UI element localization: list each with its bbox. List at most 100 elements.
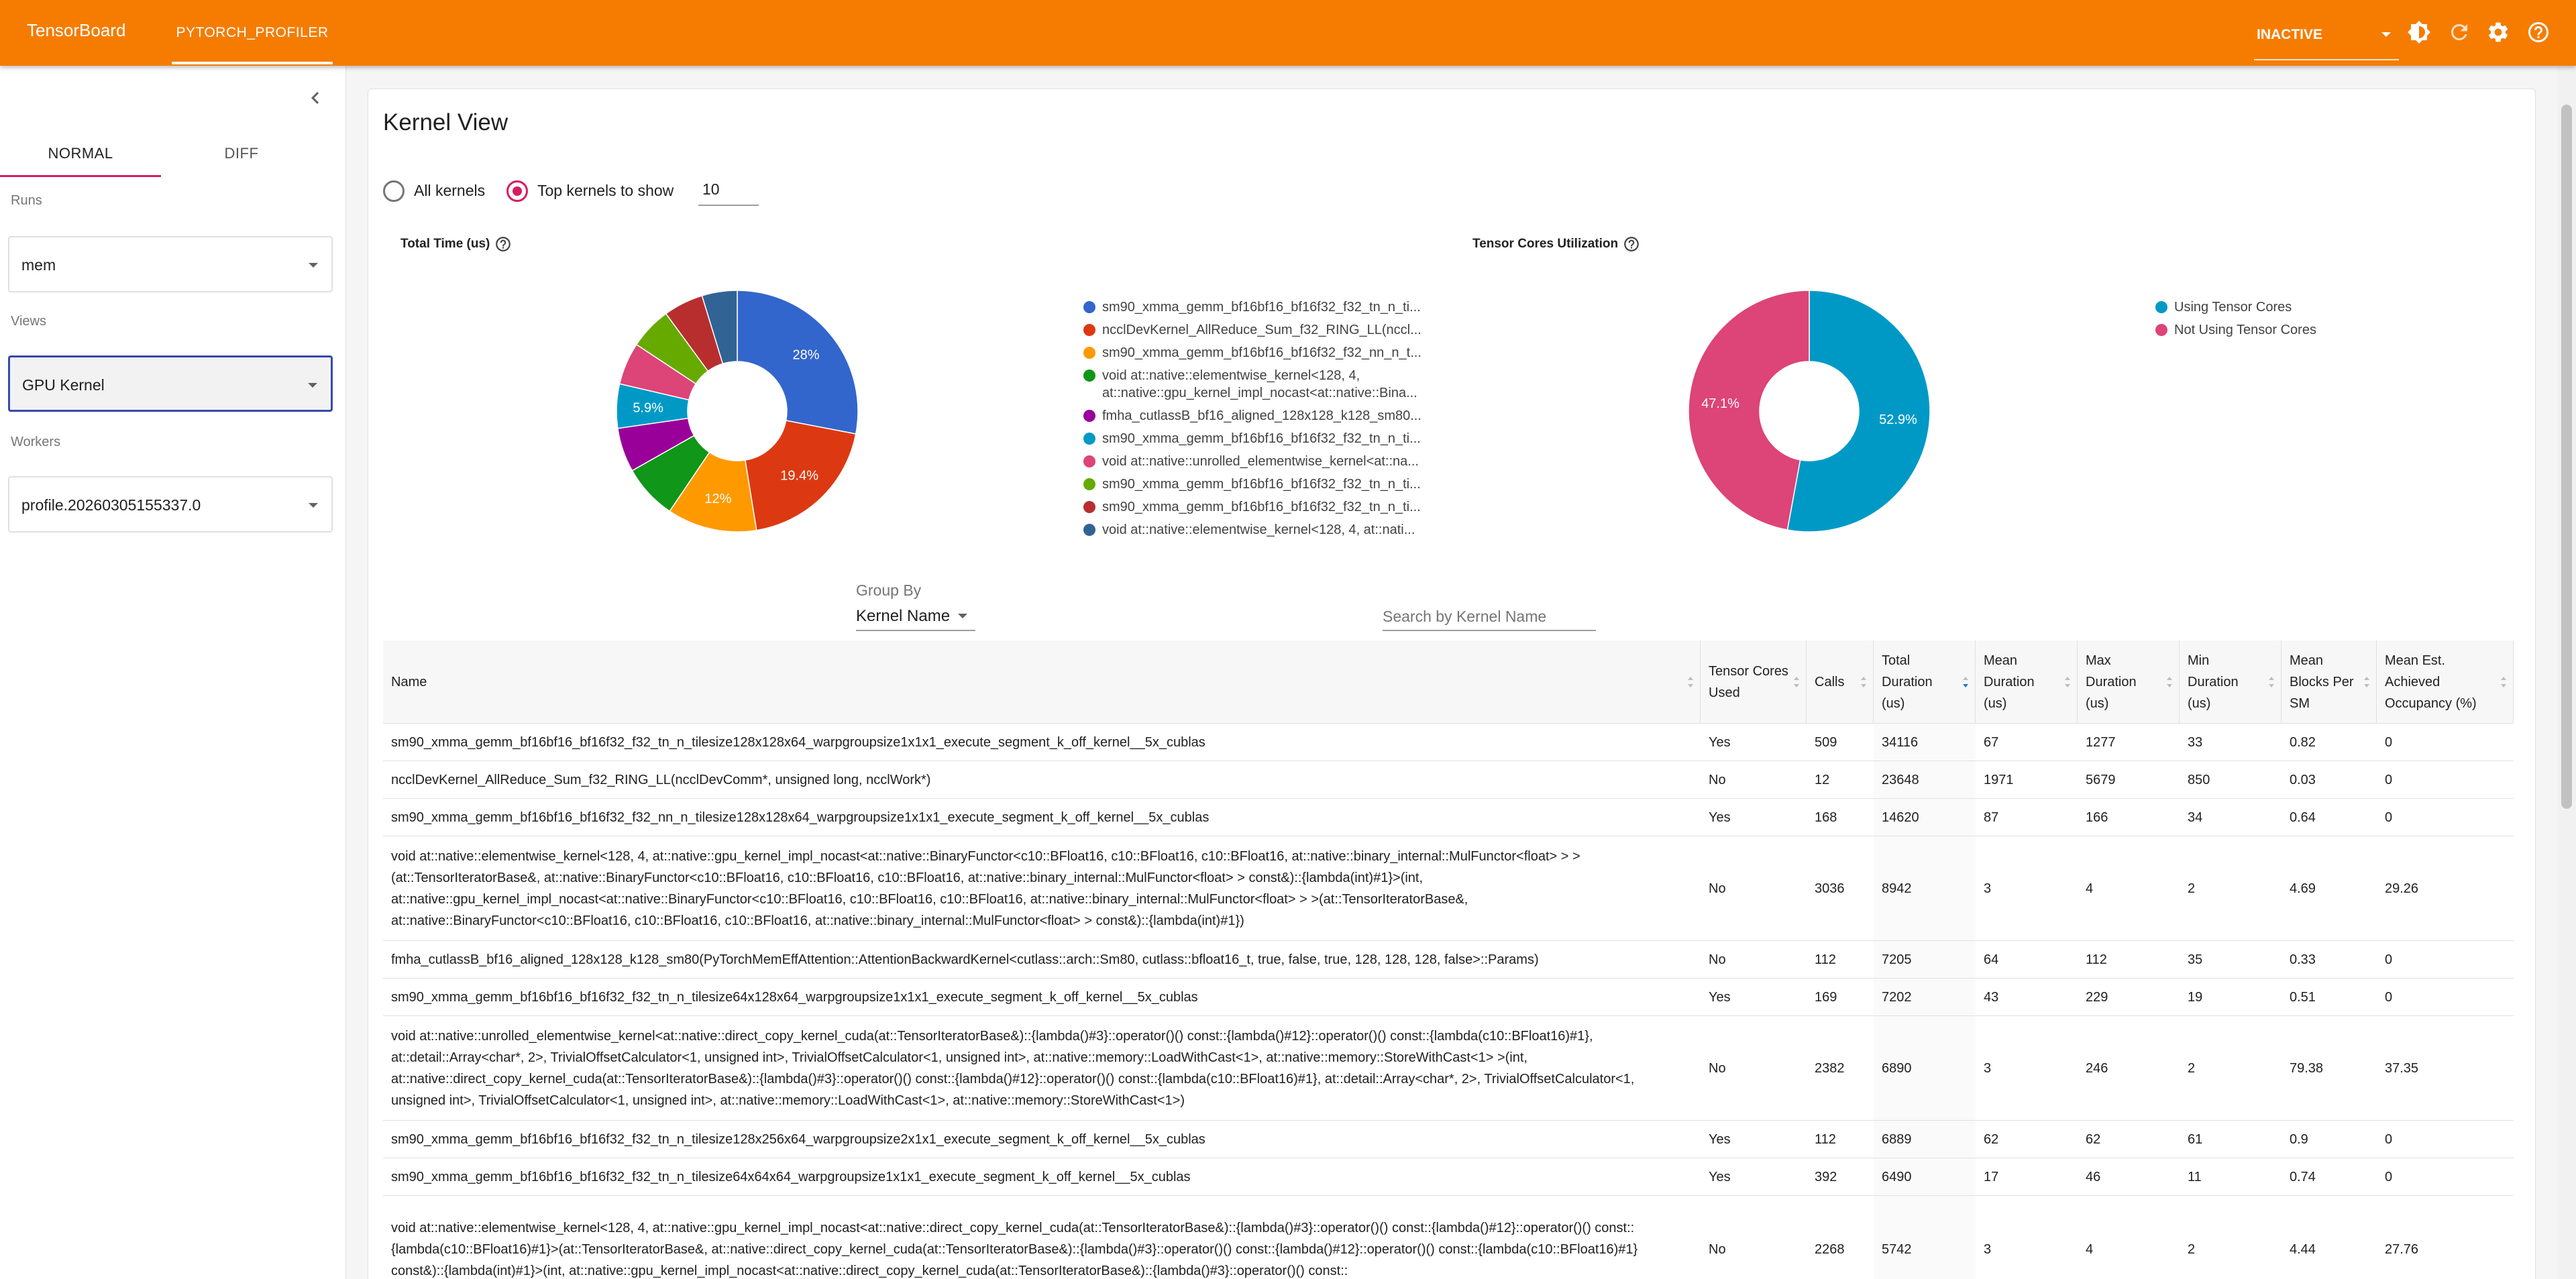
workers-select[interactable]: profile.20260305155337.0 bbox=[8, 476, 333, 533]
tab-normal[interactable]: NORMAL bbox=[0, 130, 161, 177]
chevron-left-icon[interactable] bbox=[303, 86, 327, 110]
all-kernels-radio[interactable] bbox=[383, 180, 405, 202]
cell-text: 43 bbox=[1984, 989, 1999, 1005]
cell-text: 29.26 bbox=[2385, 881, 2419, 896]
page-scrollbar[interactable] bbox=[2557, 66, 2576, 1279]
table-row[interactable]: sm90_xmma_gemm_bf16bf16_bf16f32_f32_nn_n… bbox=[383, 799, 2514, 836]
refresh-icon[interactable] bbox=[2447, 20, 2471, 44]
table-cell: 166 bbox=[2078, 799, 2180, 836]
table-row[interactable]: void at::native::elementwise_kernel<128,… bbox=[383, 836, 2514, 941]
column-header-label: Min Duration (us) bbox=[2188, 653, 2239, 711]
pie-slice[interactable] bbox=[1786, 290, 1931, 533]
top-kernels-label[interactable]: Top kernels to show bbox=[537, 182, 674, 199]
mode-tabs: NORMAL DIFF bbox=[0, 130, 322, 177]
sort-icon[interactable] bbox=[2063, 675, 2072, 689]
table-row[interactable]: void at::native::unrolled_elementwise_ke… bbox=[383, 1016, 2514, 1121]
table-cell: 37.35 bbox=[2377, 1016, 2514, 1120]
table-cell: 46 bbox=[2078, 1158, 2180, 1195]
cell-text: 87 bbox=[1984, 810, 1999, 825]
column-header-label: Max Duration (us) bbox=[2086, 653, 2137, 711]
table-row[interactable]: ncclDevKernel_AllReduce_Sum_f32_RING_LL(… bbox=[383, 761, 2514, 799]
help-icon[interactable] bbox=[494, 235, 512, 253]
top-kernels-input[interactable]: 10 bbox=[698, 176, 759, 206]
cell-text: ncclDevKernel_AllReduce_Sum_f32_RING_LL(… bbox=[391, 772, 931, 787]
pie-slice[interactable] bbox=[669, 451, 757, 533]
sort-icon[interactable] bbox=[1860, 675, 1868, 689]
cell-text: No bbox=[1709, 772, 1726, 787]
table-row[interactable]: sm90_xmma_gemm_bf16bf16_bf16f32_f32_tn_n… bbox=[383, 979, 2514, 1016]
cell-text: 166 bbox=[2086, 810, 2108, 825]
pie-slice[interactable] bbox=[744, 420, 857, 531]
kernel-name-cell: sm90_xmma_gemm_bf16bf16_bf16f32_f32_tn_n… bbox=[383, 724, 1701, 761]
cell-text: 3 bbox=[1984, 881, 1992, 896]
pie-slice[interactable] bbox=[1688, 290, 1810, 531]
runs-select[interactable]: mem bbox=[8, 236, 333, 292]
column-header[interactable]: Calls bbox=[1807, 641, 1874, 723]
cell-text: 2 bbox=[2188, 1060, 2196, 1076]
help-outline-icon[interactable] bbox=[2526, 20, 2551, 44]
column-header[interactable]: Tensor Cores Used bbox=[1701, 641, 1807, 723]
pie-data-label: 52.9% bbox=[1879, 412, 1917, 427]
table-row[interactable]: sm90_xmma_gemm_bf16bf16_bf16f32_f32_tn_n… bbox=[383, 1121, 2514, 1158]
table-row[interactable]: void at::native::elementwise_kernel<128,… bbox=[383, 1196, 2514, 1279]
table-cell: 7202 bbox=[1874, 979, 1976, 1015]
cell-text: 0 bbox=[2385, 772, 2393, 787]
legend-swatch bbox=[1083, 433, 1095, 445]
kernel-search-field[interactable] bbox=[1383, 603, 1596, 631]
cell-text: 3 bbox=[1984, 1060, 1992, 1076]
sort-icon[interactable] bbox=[1686, 675, 1695, 689]
tab-diff[interactable]: DIFF bbox=[224, 145, 259, 162]
top-kernels-radio[interactable] bbox=[506, 180, 528, 202]
kernel-search-input[interactable] bbox=[1383, 603, 1596, 630]
theme-toggle-icon[interactable] bbox=[2407, 20, 2431, 44]
sorted-column-highlight bbox=[1874, 761, 1976, 798]
settings-icon[interactable] bbox=[2486, 20, 2510, 44]
table-row[interactable]: fmha_cutlassB_bf16_aligned_128x128_k128_… bbox=[383, 941, 2514, 979]
table-cell: 1277 bbox=[2078, 724, 2180, 761]
scrollbar-thumb[interactable] bbox=[2561, 105, 2572, 809]
pie-data-label: 47.1% bbox=[1701, 396, 1739, 411]
all-kernels-label[interactable]: All kernels bbox=[414, 182, 486, 199]
column-header[interactable]: Mean Blocks Per SM bbox=[2282, 641, 2377, 723]
table-cell: 229 bbox=[2078, 979, 2180, 1015]
column-header[interactable]: Total Duration (us) bbox=[1874, 641, 1976, 723]
cell-text: void at::native::elementwise_kernel<128,… bbox=[391, 848, 1580, 928]
group-by-select[interactable]: Kernel Name bbox=[856, 603, 975, 631]
column-header[interactable]: Mean Duration (us) bbox=[1976, 641, 2078, 723]
cell-text: 850 bbox=[2188, 772, 2210, 787]
pie-slice[interactable] bbox=[737, 290, 859, 435]
column-header-label: Mean Est. Achieved Occupancy (%) bbox=[2385, 653, 2477, 711]
total-time-chart-title: Total Time (us) bbox=[400, 237, 490, 251]
legend-label: void at::native::elementwise_kernel<128,… bbox=[1102, 368, 1417, 400]
inactive-plugins-select[interactable]: INACTIVE bbox=[2254, 17, 2399, 60]
pie-slice[interactable] bbox=[701, 290, 738, 365]
sort-icon[interactable] bbox=[1792, 675, 1801, 689]
column-header[interactable]: Name bbox=[383, 641, 1701, 723]
views-select[interactable]: GPU Kernel bbox=[8, 355, 333, 412]
tensor-cores-legend: Using Tensor Cores Not Using Tensor Cores bbox=[2155, 298, 2491, 352]
table-cell: 0.51 bbox=[2282, 979, 2377, 1015]
column-header[interactable]: Max Duration (us) bbox=[2078, 641, 2180, 723]
table-cell: 6889 bbox=[1874, 1121, 1976, 1158]
total-time-pie-chart: 28% 19.4% 12% 5.9% bbox=[616, 290, 859, 533]
cell-text: sm90_xmma_gemm_bf16bf16_bf16f32_f32_nn_n… bbox=[391, 810, 1210, 825]
views-label: Views bbox=[11, 314, 46, 329]
sort-icon[interactable] bbox=[2165, 675, 2174, 689]
kernel-name-cell: sm90_xmma_gemm_bf16bf16_bf16f32_f32_tn_n… bbox=[383, 1121, 1701, 1158]
table-cell: 4.69 bbox=[2282, 836, 2377, 940]
table-cell: 79.38 bbox=[2282, 1016, 2377, 1120]
column-header[interactable]: Min Duration (us) bbox=[2180, 641, 2282, 723]
sort-descending-icon[interactable] bbox=[1962, 675, 1970, 689]
sort-icon[interactable] bbox=[2363, 675, 2371, 689]
column-header[interactable]: Mean Est. Achieved Occupancy (%) bbox=[2377, 641, 2514, 723]
help-icon[interactable] bbox=[1623, 235, 1640, 253]
pie-data-label: 28% bbox=[793, 347, 820, 362]
table-row[interactable]: sm90_xmma_gemm_bf16bf16_bf16f32_f32_tn_n… bbox=[383, 1158, 2514, 1196]
sort-icon[interactable] bbox=[2500, 675, 2508, 689]
sort-icon[interactable] bbox=[2267, 675, 2275, 689]
column-header-label: Total Duration (us) bbox=[1882, 653, 1933, 711]
tab-pytorch-profiler[interactable]: PYTORCH_PROFILER bbox=[172, 0, 333, 66]
table-cell: 17 bbox=[1976, 1158, 2078, 1195]
cell-text: 2268 bbox=[1815, 1241, 1845, 1257]
table-row[interactable]: sm90_xmma_gemm_bf16bf16_bf16f32_f32_tn_n… bbox=[383, 724, 2514, 761]
